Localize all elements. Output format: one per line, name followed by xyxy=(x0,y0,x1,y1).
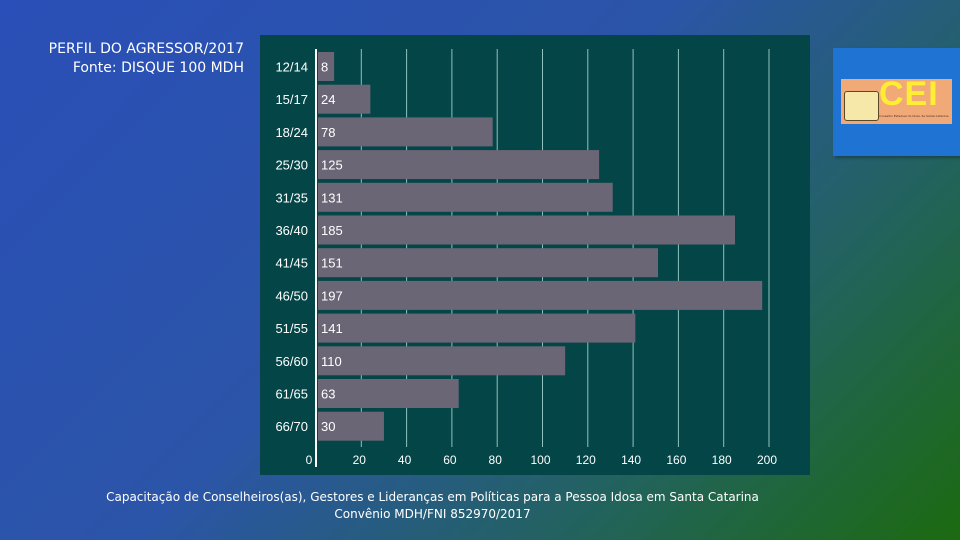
category-label: 41/45 xyxy=(275,256,308,271)
bar-value-label: 30 xyxy=(321,419,335,434)
bar xyxy=(318,150,600,180)
chart-source: Fonte: DISQUE 100 MDH xyxy=(72,60,244,76)
bar-value-label: 125 xyxy=(321,158,343,173)
category-label: 51/55 xyxy=(275,321,308,336)
bar xyxy=(318,280,763,310)
category-label: 12/14 xyxy=(275,60,308,75)
x-tick-label: 180 xyxy=(712,453,732,467)
x-tick-label: 120 xyxy=(576,453,596,467)
chart-panel: 8 12/14 24 15/17 78 18/24 125 25/30 131 31/35 185 3… xyxy=(260,35,810,475)
bar-value-label: 151 xyxy=(321,256,343,271)
footer: Capacitação de Conselheiros(as), Gestore… xyxy=(0,489,865,523)
slide-title: PERFIL DO AGRESSOR/2017 Fonte: DISQUE 10… xyxy=(49,40,244,78)
bar xyxy=(318,84,371,114)
bar-value-label: 63 xyxy=(321,387,335,402)
bar-value-label: 110 xyxy=(321,354,342,369)
bar-value-label: 131 xyxy=(321,190,343,205)
x-tick-label: 40 xyxy=(398,453,412,467)
bar-value-label: 185 xyxy=(321,223,343,238)
x-tick-label: 20 xyxy=(353,453,367,467)
bar-chart: 8 12/14 24 15/17 78 18/24 125 25/30 131 31/35 185 3… xyxy=(275,49,777,467)
bar-value-label: 8 xyxy=(321,60,328,75)
category-label: 31/35 xyxy=(275,190,308,205)
bar xyxy=(318,248,659,278)
x-tick-label: 140 xyxy=(621,453,641,467)
bar xyxy=(318,182,613,212)
bar-value-label: 24 xyxy=(321,92,335,107)
bar xyxy=(318,346,566,376)
bar xyxy=(318,379,459,408)
chart-title: PERFIL DO AGRESSOR/2017 xyxy=(48,41,244,57)
category-label: 18/24 xyxy=(275,125,308,140)
people-illustration-icon xyxy=(844,91,879,121)
category-label: 61/65 xyxy=(275,387,308,402)
logo-box: CEI Conselho Estadual do Idoso de Santa … xyxy=(833,48,960,156)
bar-value-label: 197 xyxy=(321,288,343,303)
x-tick-label: 160 xyxy=(666,453,686,467)
x-tick-label: 100 xyxy=(530,453,550,467)
x-tick-label: 0 xyxy=(306,453,313,467)
footer-line-2: Convênio MDH/FNI 852970/2017 xyxy=(334,507,531,521)
logo-text: CEI xyxy=(879,75,939,113)
bar-value-label: 78 xyxy=(321,125,335,140)
footer-line-1: Capacitação de Conselheiros(as), Gestore… xyxy=(106,490,759,504)
x-tick-label: 80 xyxy=(489,453,503,467)
bar xyxy=(318,117,493,147)
category-label: 25/30 xyxy=(275,158,308,173)
category-label: 66/70 xyxy=(275,419,308,434)
category-label: 46/50 xyxy=(275,288,308,303)
category-label: 36/40 xyxy=(275,223,308,238)
category-label: 56/60 xyxy=(275,354,308,369)
category-label: 15/17 xyxy=(275,92,308,107)
cei-logo: CEI Conselho Estadual do Idoso de Santa … xyxy=(841,75,952,124)
x-tick-label: 200 xyxy=(757,453,777,467)
x-tick-label: 60 xyxy=(443,453,457,467)
bar xyxy=(318,215,736,245)
bar xyxy=(318,52,335,81)
logo-subtitle: Conselho Estadual do Idoso de Santa Cata… xyxy=(879,114,949,118)
bar xyxy=(318,313,636,343)
bar-value-label: 141 xyxy=(321,321,343,336)
bar xyxy=(318,411,384,441)
